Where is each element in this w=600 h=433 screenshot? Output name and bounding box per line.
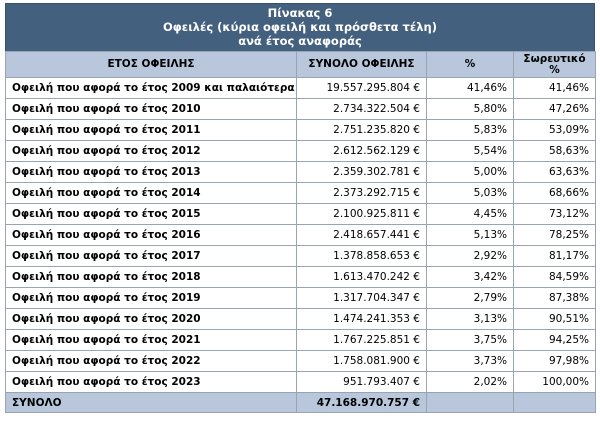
debts-table-container: Πίνακας 6 Οφειλές (κύρια οφειλή και πρόσ… (5, 3, 596, 413)
row-cumulative-percent: 97,98% (513, 350, 596, 372)
row-cumulative-percent: 68,66% (513, 182, 596, 204)
row-year-label: Οφειλή που αφορά το έτος 2016 (5, 224, 297, 246)
header-cumulative-line1: Σωρευτικό (523, 52, 586, 65)
row-percent: 3,75% (426, 329, 514, 351)
total-label: ΣΥΝΟΛΟ (5, 392, 297, 413)
table-row: Οφειλή που αφορά το έτος 2014 2.373.292.7… (5, 182, 596, 204)
table-title: Οφειλές (κύρια οφειλή και πρόσθετα τέλη) (163, 20, 437, 34)
row-total-amount: 1.758.081.900 € (296, 350, 427, 372)
row-percent: 3,42% (426, 266, 514, 288)
table-number: Πίνακας 6 (267, 6, 333, 20)
table-row: Οφειλή που αφορά το έτος 2011 2.751.235.8… (5, 119, 596, 141)
table-row: Οφειλή που αφορά το έτος 2010 2.734.322.5… (5, 98, 596, 120)
row-cumulative-percent: 41,46% (513, 77, 596, 99)
header-year: ΕΤΟΣ ΟΦΕΙΛΗΣ (5, 51, 297, 78)
row-cumulative-percent: 53,09% (513, 119, 596, 141)
row-total-amount: 2.418.657.441 € (296, 224, 427, 246)
table-row: Οφειλή που αφορά το έτος 2017 1.378.858.6… (5, 245, 596, 267)
row-total-amount: 1.767.225.851 € (296, 329, 427, 351)
row-percent: 4,45% (426, 203, 514, 225)
row-year-label: Οφειλή που αφορά το έτος 2020 (5, 308, 297, 330)
row-total-amount: 1.317.704.347 € (296, 287, 427, 309)
row-total-amount: 19.557.295.804 € (296, 77, 427, 99)
row-total-amount: 2.373.292.715 € (296, 182, 427, 204)
row-year-label: Οφειλή που αφορά το έτος 2022 (5, 350, 297, 372)
row-year-label: Οφειλή που αφορά το έτος 2012 (5, 140, 297, 162)
row-percent: 5,54% (426, 140, 514, 162)
table-row: Οφειλή που αφορά το έτος 2021 1.767.225.8… (5, 329, 596, 351)
row-percent: 3,13% (426, 308, 514, 330)
row-cumulative-percent: 47,26% (513, 98, 596, 120)
table-row: Οφειλή που αφορά το έτος 2023 951.793.407… (5, 371, 596, 393)
row-cumulative-percent: 73,12% (513, 203, 596, 225)
total-percent-empty (426, 392, 514, 413)
row-percent: 5,00% (426, 161, 514, 183)
row-year-label: Οφειλή που αφορά το έτος 2023 (5, 371, 297, 393)
table-row: Οφειλή που αφορά το έτος 2018 1.613.470.2… (5, 266, 596, 288)
row-cumulative-percent: 94,25% (513, 329, 596, 351)
row-year-label: Οφειλή που αφορά το έτος 2014 (5, 182, 297, 204)
table-row: Οφειλή που αφορά το έτος 2015 2.100.925.8… (5, 203, 596, 225)
row-percent: 3,73% (426, 350, 514, 372)
row-total-amount: 1.378.858.653 € (296, 245, 427, 267)
table-row: Οφειλή που αφορά το έτος 2009 και παλαιό… (5, 77, 596, 99)
row-year-label: Οφειλή που αφορά το έτος 2010 (5, 98, 297, 120)
table-body: Οφειλή που αφορά το έτος 2009 και παλαιό… (5, 77, 596, 393)
row-total-amount: 1.613.470.242 € (296, 266, 427, 288)
row-cumulative-percent: 84,59% (513, 266, 596, 288)
table-row: Οφειλή που αφορά το έτος 2020 1.474.241.3… (5, 308, 596, 330)
row-year-label: Οφειλή που αφορά το έτος 2017 (5, 245, 297, 267)
row-percent: 5,80% (426, 98, 514, 120)
header-cumulative-line2: % (549, 63, 560, 76)
row-total-amount: 1.474.241.353 € (296, 308, 427, 330)
row-total-amount: 2.359.302.781 € (296, 161, 427, 183)
row-year-label: Οφειλή που αφορά το έτος 2019 (5, 287, 297, 309)
table-row: Οφειλή που αφορά το έτος 2013 2.359.302.7… (5, 161, 596, 183)
row-percent: 5,03% (426, 182, 514, 204)
header-cumulative: Σωρευτικό % (513, 51, 596, 78)
table-row: Οφειλή που αφορά το έτος 2022 1.758.081.9… (5, 350, 596, 372)
row-year-label: Οφειλή που αφορά το έτος 2018 (5, 266, 297, 288)
total-row: ΣΥΝΟΛΟ 47.168.970.757 € (5, 392, 596, 413)
debts-by-year-table: ΕΤΟΣ ΟΦΕΙΛΗΣ ΣΥΝΟΛΟ ΟΦΕΙΛΗΣ % Σωρευτικό … (5, 51, 596, 413)
total-amount: 47.168.970.757 € (296, 392, 427, 413)
row-cumulative-percent: 100,00% (513, 371, 596, 393)
row-percent: 2,79% (426, 287, 514, 309)
table-title-banner: Πίνακας 6 Οφειλές (κύρια οφειλή και πρόσ… (5, 3, 595, 51)
row-total-amount: 2.734.322.504 € (296, 98, 427, 120)
header-row: ΕΤΟΣ ΟΦΕΙΛΗΣ ΣΥΝΟΛΟ ΟΦΕΙΛΗΣ % Σωρευτικό … (5, 51, 596, 78)
row-year-label: Οφειλή που αφορά το έτος 2011 (5, 119, 297, 141)
row-percent: 5,83% (426, 119, 514, 141)
row-percent: 2,92% (426, 245, 514, 267)
row-total-amount: 2.612.562.129 € (296, 140, 427, 162)
table-row: Οφειλή που αφορά το έτος 2016 2.418.657.4… (5, 224, 596, 246)
row-cumulative-percent: 63,63% (513, 161, 596, 183)
row-cumulative-percent: 58,63% (513, 140, 596, 162)
table-row: Οφειλή που αφορά το έτος 2012 2.612.562.1… (5, 140, 596, 162)
total-cumulative-empty (513, 392, 596, 413)
row-year-label: Οφειλή που αφορά το έτος 2009 και παλαιό… (5, 77, 297, 99)
header-percent: % (426, 51, 514, 78)
row-cumulative-percent: 90,51% (513, 308, 596, 330)
table-subtitle: ανά έτος αναφοράς (238, 34, 362, 48)
row-cumulative-percent: 78,25% (513, 224, 596, 246)
row-percent: 5,13% (426, 224, 514, 246)
row-year-label: Οφειλή που αφορά το έτος 2021 (5, 329, 297, 351)
row-percent: 2,02% (426, 371, 514, 393)
table-row: Οφειλή που αφορά το έτος 2019 1.317.704.3… (5, 287, 596, 309)
header-total: ΣΥΝΟΛΟ ΟΦΕΙΛΗΣ (296, 51, 427, 78)
row-year-label: Οφειλή που αφορά το έτος 2015 (5, 203, 297, 225)
row-year-label: Οφειλή που αφορά το έτος 2013 (5, 161, 297, 183)
row-percent: 41,46% (426, 77, 514, 99)
row-cumulative-percent: 81,17% (513, 245, 596, 267)
row-total-amount: 2.751.235.820 € (296, 119, 427, 141)
row-cumulative-percent: 87,38% (513, 287, 596, 309)
row-total-amount: 951.793.407 € (296, 371, 427, 393)
row-total-amount: 2.100.925.811 € (296, 203, 427, 225)
